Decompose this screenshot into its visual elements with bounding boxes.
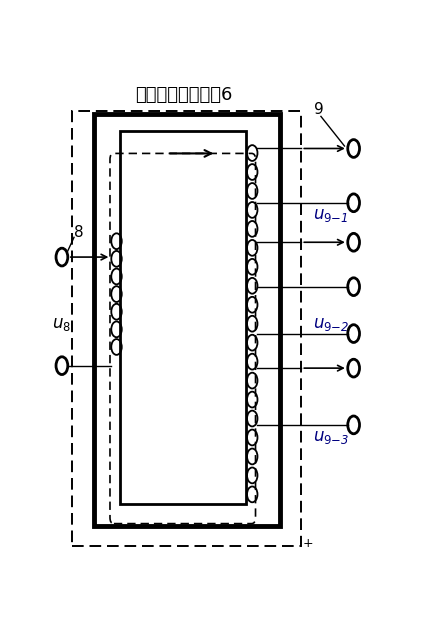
Text: 8: 8 (74, 225, 84, 240)
Bar (120, 131, 246, 504)
Text: $u_{9\mathregular{-2}}$: $u_{9\mathregular{-2}}$ (313, 315, 349, 333)
Text: 微电流微分传感器6: 微电流微分传感器6 (135, 86, 232, 104)
Bar (94, 114, 280, 526)
Text: 9: 9 (314, 101, 324, 117)
Bar (73, 112, 301, 546)
Text: $u_{9\mathregular{-1}}$: $u_{9\mathregular{-1}}$ (313, 206, 348, 224)
Text: $u_{9\mathregular{-3}}$: $u_{9\mathregular{-3}}$ (313, 428, 349, 446)
Text: +: + (303, 537, 313, 550)
Text: $u_8$: $u_8$ (52, 315, 71, 333)
